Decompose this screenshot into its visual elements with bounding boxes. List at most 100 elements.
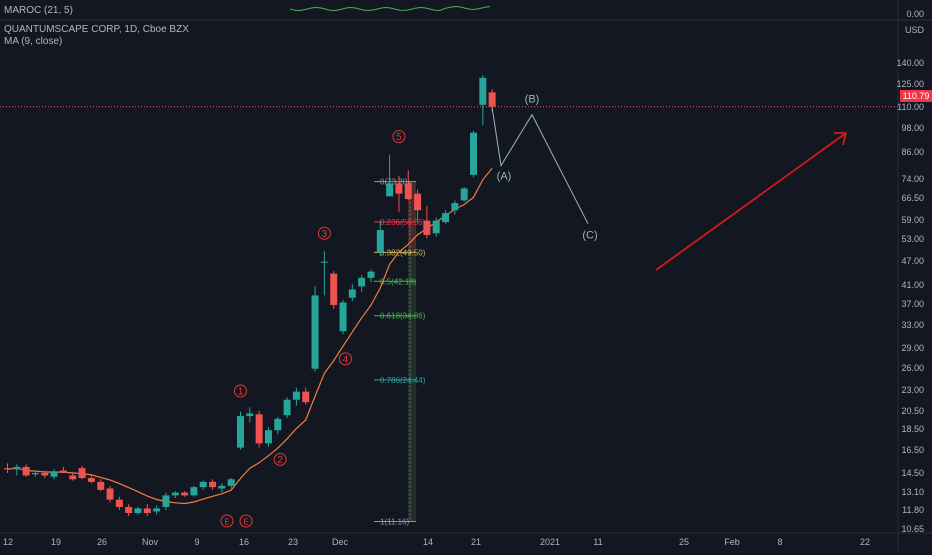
earnings-circle	[239, 514, 253, 528]
wave-circle	[317, 226, 331, 240]
wave-circle	[392, 130, 406, 144]
candle-body	[283, 399, 291, 416]
candle-body	[432, 220, 440, 234]
candle-body	[78, 468, 86, 479]
currency-label[interactable]: USD	[905, 25, 925, 35]
fib-level-label: 0(73.20)	[380, 178, 410, 187]
wave-label: 4	[343, 354, 349, 365]
time-axis-tick: 12	[2, 537, 14, 547]
wave-circle	[234, 384, 247, 398]
candle-body	[320, 261, 328, 263]
candle-body	[97, 481, 105, 490]
abc-projection-line	[491, 106, 589, 224]
candle-body	[115, 499, 123, 507]
projection-label: (C)	[582, 230, 597, 242]
wave-label: 5	[396, 132, 402, 143]
fib-level-label: 0.5(42.18)	[380, 277, 417, 286]
price-axis-tick: 23.00	[901, 384, 924, 395]
time-axis-tick: 21	[470, 537, 482, 547]
candle-body	[376, 230, 384, 253]
candle-body	[264, 430, 272, 444]
price-axis-tick: 18.50	[901, 424, 924, 435]
candle-body	[22, 466, 30, 476]
time-axis-tick: 22	[859, 537, 871, 547]
indicator-value: 0.00	[906, 9, 924, 19]
symbol-title: QUANTUMSCAPE CORP, 1D, Cboe BZX	[4, 24, 189, 35]
price-axis-tick: 16.50	[901, 444, 924, 455]
time-axis-tick: Dec	[331, 537, 349, 547]
price-axis-tick: 41.00	[901, 280, 924, 291]
fib-level-label: 0.236(58.56)	[380, 218, 426, 227]
candle-body	[442, 213, 450, 223]
candle-body	[302, 391, 310, 403]
candle-body	[274, 418, 282, 431]
price-axis-tick: 59.00	[901, 214, 924, 225]
fib-vertical-band	[408, 181, 416, 522]
fib-level-label: 1(11.16)	[380, 518, 410, 527]
indicator-label: MAROC (21, 5)	[4, 5, 73, 16]
indicator-line	[289, 5, 491, 12]
candle-body	[246, 413, 254, 417]
candle-body	[199, 481, 207, 488]
wave-circle	[338, 352, 352, 366]
time-axis-tick: 2021	[539, 537, 561, 547]
earnings-label: E	[243, 518, 248, 527]
candle-body	[237, 416, 244, 448]
candle-body	[488, 92, 496, 107]
price-axis-tick: 53.00	[901, 234, 924, 244]
earnings-circle	[220, 514, 234, 528]
candle-body	[451, 203, 459, 211]
candle-body	[255, 414, 263, 444]
candle-body	[31, 472, 39, 475]
candle-body	[460, 188, 468, 201]
candle-body	[50, 471, 58, 477]
price-axis-tick: 125.00	[896, 78, 924, 89]
candle-body	[190, 487, 198, 496]
candle-body	[339, 302, 347, 332]
fib-level-label: 0.618(34.86)	[380, 312, 426, 321]
candle-body	[87, 478, 95, 482]
candle-body	[292, 391, 300, 400]
candle-body	[106, 488, 114, 500]
candle-body	[414, 193, 422, 211]
price-axis-tick: 66.50	[901, 192, 924, 203]
candle-body	[311, 295, 319, 369]
wave-circle	[273, 452, 287, 466]
price-axis-tick: 47.00	[901, 255, 924, 266]
time-axis-tick: Nov	[141, 537, 159, 547]
time-axis-tick: Feb	[724, 537, 740, 547]
time-axis-tick: 23	[287, 537, 299, 547]
candle-body	[134, 508, 142, 514]
candle-body	[41, 472, 49, 476]
candle-body	[209, 481, 217, 488]
moving-average-line	[7, 167, 493, 505]
candle-body	[181, 492, 189, 496]
wave-label: 3	[322, 229, 328, 240]
candle-body	[479, 77, 487, 105]
candle-body	[367, 271, 375, 278]
candle-body	[153, 508, 161, 512]
candle-body	[171, 492, 179, 496]
candle-body	[470, 132, 477, 175]
price-axis-tick: 20.50	[901, 405, 924, 416]
candle-body	[348, 289, 356, 298]
candle-body	[59, 470, 67, 473]
candle-body	[227, 479, 235, 486]
earnings-label: E	[224, 518, 229, 527]
time-axis-tick: 16	[238, 537, 250, 547]
time-axis-tick: 11	[593, 537, 603, 547]
price-axis-tick: 33.00	[901, 319, 924, 330]
candle-body	[69, 475, 77, 480]
candle-body	[395, 183, 403, 194]
candle-body	[4, 468, 11, 470]
time-axis-tick: 25	[678, 537, 690, 547]
time-axis-tick: 14	[422, 537, 434, 547]
wave-label: 1	[238, 387, 244, 398]
price-axis-tick: 98.00	[901, 122, 924, 133]
trend-arrow-line	[655, 132, 847, 271]
candle-body	[162, 495, 170, 507]
candle-body	[423, 220, 431, 235]
wave-label: 2	[277, 455, 283, 466]
